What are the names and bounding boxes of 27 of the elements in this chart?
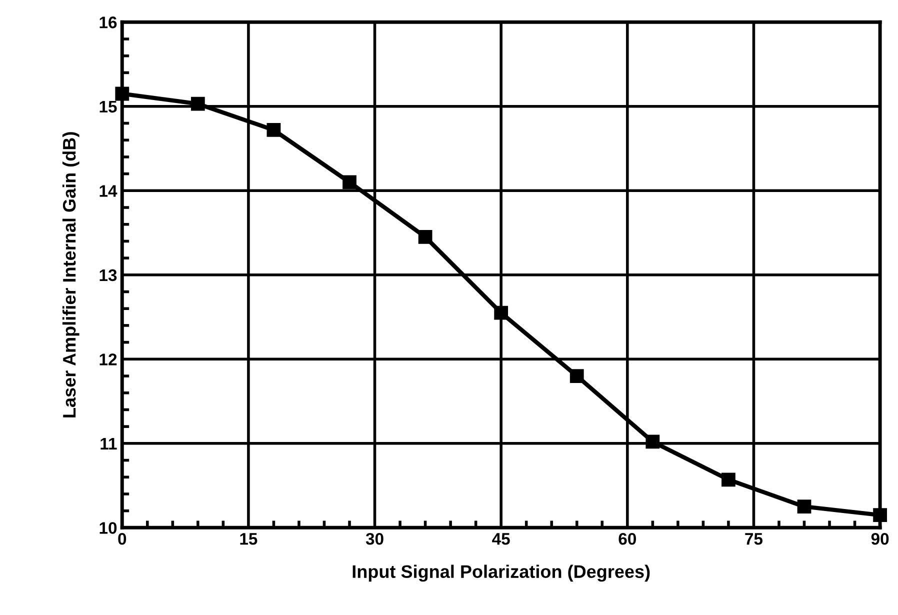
x-tick-label: 60 [618,532,636,545]
point [266,123,281,137]
point [494,306,508,320]
x-tick-label: 15 [240,533,258,545]
point [873,508,887,522]
y-tick-label: 15 [100,100,117,113]
x-tick-label: 90 [871,532,889,545]
y-tick-label: 16 [100,16,117,28]
point [570,369,584,383]
y-tick-label: 13 [100,269,117,282]
point [190,96,205,111]
point [797,500,812,514]
x-tick-label: 30 [366,532,384,545]
y-tick-label: 12 [100,354,117,366]
y-tick-label: 10 [100,522,117,534]
y-axis-title: Laser Amplifier Internal Gain (dB) [62,132,80,418]
point [342,175,356,190]
x-tick-label: 0 [118,532,126,545]
x-tick-label: 75 [745,533,763,545]
point [646,434,660,449]
point [722,472,736,487]
y-tick-label: 11 [100,438,117,450]
y-tick-label: 14 [100,185,118,197]
x-axis-title: Input Signal Polarization (Degrees) [352,564,650,582]
point [115,86,130,101]
x-tick-label: 45 [492,533,510,545]
point [418,230,432,244]
